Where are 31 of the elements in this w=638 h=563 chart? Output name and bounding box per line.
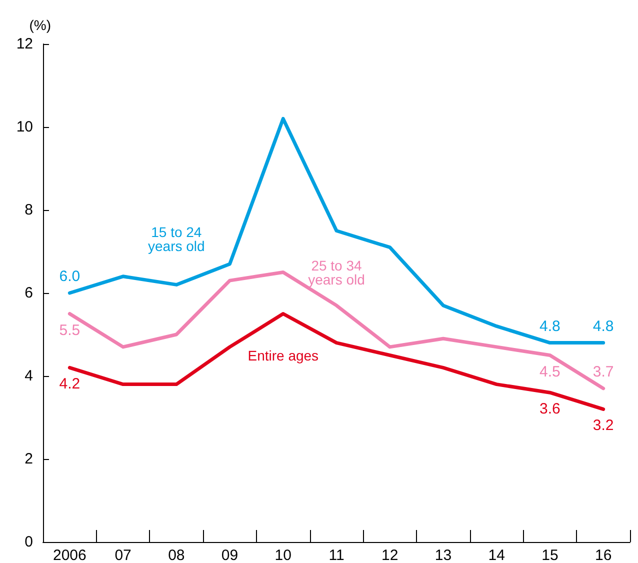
series-label: 25 to 34 years old xyxy=(308,257,365,288)
y-tick-label: 0 xyxy=(24,534,33,550)
y-tick-label: 10 xyxy=(16,118,33,136)
data-label: 4.8 xyxy=(540,318,560,335)
series-label: 15 to 24 years old xyxy=(148,224,205,254)
data-label: 6.0 xyxy=(59,268,80,285)
x-tick-label: 12 xyxy=(382,547,398,563)
x-tick-label: 13 xyxy=(434,547,452,563)
data-label: 3.2 xyxy=(592,417,614,434)
x-tick-label: 16 xyxy=(594,547,612,563)
series-label: Entire ages xyxy=(248,347,319,364)
x-tick-label: 11 xyxy=(328,547,344,563)
x-tick-label: 08 xyxy=(168,547,185,563)
x-tick-label: 14 xyxy=(488,547,505,563)
y-tick-label: 2 xyxy=(24,450,33,468)
x-tick-label: 07 xyxy=(114,547,132,563)
y-tick-label: 4 xyxy=(24,368,33,384)
data-label: 3.7 xyxy=(592,363,614,380)
data-label: 4.8 xyxy=(592,318,614,335)
x-tick-label: 2006 xyxy=(52,547,86,563)
x-tick-label: 09 xyxy=(221,547,238,563)
data-label: 3.6 xyxy=(540,400,560,418)
y-tick-label: 8 xyxy=(24,202,33,218)
x-tick-label: 10 xyxy=(274,547,292,563)
y-tick-label: 12 xyxy=(16,36,33,52)
y-tick-label: 6 xyxy=(24,284,33,302)
x-tick-label: 15 xyxy=(542,547,558,563)
data-label: 4.2 xyxy=(59,376,80,393)
y-axis-title: (%) xyxy=(29,17,51,33)
data-label: 4.5 xyxy=(540,363,560,380)
data-label: 5.5 xyxy=(59,322,80,339)
